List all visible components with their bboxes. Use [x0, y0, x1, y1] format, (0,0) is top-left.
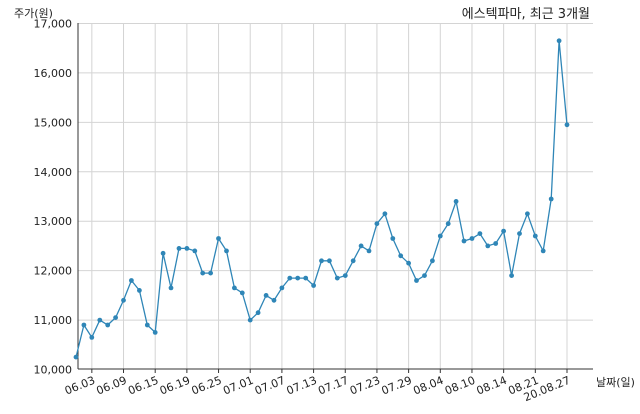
- data-point: [137, 288, 142, 293]
- price-line: [75, 40, 568, 358]
- y-tick-label: 10,000: [34, 364, 73, 377]
- data-point: [485, 243, 491, 249]
- data-point: [255, 310, 261, 316]
- data-point: [453, 199, 459, 204]
- data-point: [525, 211, 530, 217]
- data-point: [319, 258, 324, 264]
- data-point: [239, 290, 245, 296]
- y-tick-label: 16,000: [34, 67, 73, 80]
- y-tick-label: 11,000: [34, 314, 73, 327]
- x-tick-label: 08.10: [443, 374, 477, 398]
- data-point: [105, 322, 111, 328]
- data-point: [271, 297, 277, 303]
- data-point: [247, 317, 253, 323]
- data-point: [517, 231, 522, 237]
- data-point: [216, 236, 221, 241]
- x-tick-label: 06.09: [95, 374, 129, 398]
- data-point: [129, 278, 134, 283]
- data-point: [287, 275, 293, 281]
- data-point: [334, 275, 340, 281]
- data-point: [422, 273, 427, 278]
- y-axis-title: 주가(원): [14, 7, 53, 20]
- data-point: [303, 275, 309, 281]
- data-point: [73, 354, 79, 360]
- x-tick-label: 08.04: [411, 374, 445, 398]
- data-point: [295, 275, 301, 281]
- y-tick-label: 15,000: [34, 116, 73, 129]
- x-tick-label: 06.03: [63, 374, 97, 398]
- data-point: [493, 241, 499, 246]
- x-tick-label: 07.29: [380, 374, 414, 398]
- data-point: [540, 248, 546, 254]
- data-point: [437, 233, 443, 239]
- data-point: [121, 297, 126, 303]
- data-point: [232, 285, 237, 291]
- data-point: [311, 283, 316, 288]
- data-point: [192, 248, 198, 254]
- data-point: [279, 285, 285, 291]
- axes: [77, 23, 593, 370]
- data-point: [477, 231, 483, 237]
- data-point: [350, 258, 356, 264]
- series-price: [73, 38, 570, 360]
- data-point: [342, 273, 348, 278]
- data-point: [430, 258, 435, 264]
- data-point: [176, 246, 182, 251]
- data-point: [144, 322, 150, 328]
- x-tick-label: 06.15: [126, 374, 160, 398]
- data-point: [168, 285, 174, 291]
- data-point: [358, 243, 364, 249]
- x-axis-title: 날짜(일): [596, 375, 635, 389]
- x-tick-label: 06.19: [158, 374, 192, 398]
- data-point: [548, 196, 554, 202]
- data-point: [152, 330, 158, 335]
- y-tick-label: 17,000: [34, 18, 73, 31]
- data-point: [97, 317, 103, 323]
- data-point: [398, 253, 404, 259]
- data-point: [263, 293, 269, 298]
- data-point: [532, 233, 538, 239]
- x-tick-label: 08.14: [475, 374, 509, 398]
- y-tick-label: 13,000: [34, 215, 73, 228]
- data-point: [113, 315, 118, 320]
- data-point: [184, 246, 190, 251]
- data-point: [461, 238, 467, 244]
- x-tick-label: 07.13: [285, 374, 319, 398]
- data-point: [200, 270, 206, 276]
- data-point: [564, 122, 570, 128]
- grid: [78, 23, 593, 373]
- data-point: [224, 248, 229, 254]
- data-point: [81, 322, 87, 328]
- y-tick-label: 12,000: [34, 265, 73, 278]
- data-point: [509, 273, 514, 278]
- data-point: [327, 258, 332, 264]
- data-point: [390, 236, 396, 241]
- x-tick-labels: 06.0306.0906.1506.1906.2507.0107.0707.13…: [63, 374, 572, 404]
- data-point: [556, 38, 562, 44]
- y-tick-label: 14,000: [34, 166, 73, 179]
- x-tick-label: 06.25: [190, 374, 224, 398]
- data-point: [445, 221, 451, 227]
- data-point: [208, 270, 214, 276]
- x-tick-label: 07.01: [221, 374, 255, 398]
- data-point: [160, 250, 166, 256]
- x-tick-label: 07.17: [316, 374, 350, 398]
- data-point: [414, 278, 419, 283]
- data-point: [89, 335, 95, 340]
- chart-title: 에스텍파마, 최근 3개월: [462, 7, 590, 22]
- data-point: [374, 221, 380, 227]
- data-point: [366, 248, 372, 254]
- x-tick-label: 07.07: [253, 374, 287, 398]
- data-point: [382, 211, 388, 217]
- data-point: [406, 260, 411, 266]
- data-point: [501, 228, 506, 234]
- y-tick-labels: 10,000 11,000 12,000 13,000 14,000 15,000 16,0…: [34, 18, 73, 377]
- x-tick-label: 07.23: [348, 374, 382, 398]
- data-point: [469, 236, 475, 241]
